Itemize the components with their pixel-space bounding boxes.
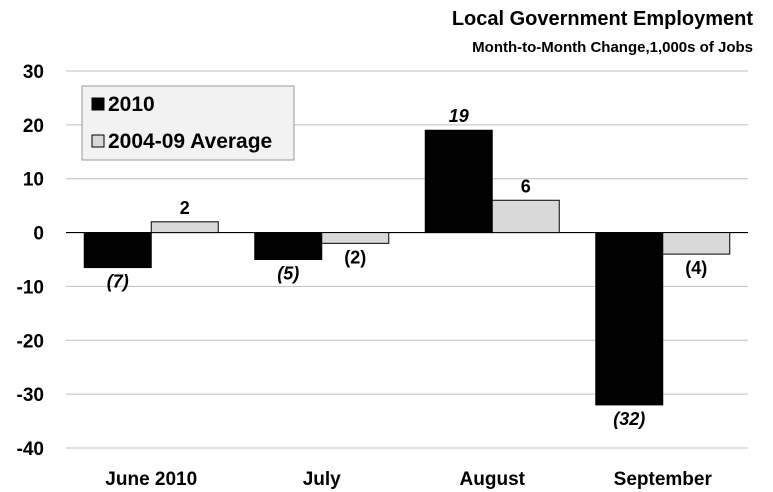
y-axis-ticks: 30 20 10 0 -10 -20 -30 -40 <box>17 62 44 460</box>
x-axis-categories: June 2010 July August September <box>105 469 712 490</box>
legend-swatch <box>91 97 105 111</box>
bar-2010-3 <box>595 232 664 406</box>
data-label: 6 <box>521 176 531 196</box>
y-tick-label: 20 <box>23 116 44 137</box>
data-label: (2) <box>344 247 366 267</box>
data-label: (32) <box>613 409 645 429</box>
bar-average-0 <box>150 221 219 234</box>
y-tick-label: 10 <box>23 170 44 191</box>
bar-2010-2 <box>424 129 493 234</box>
x-category-label: September <box>614 469 713 490</box>
chart-subtitle: Month-to-Month Change,1,000s of Jobs <box>472 39 753 56</box>
data-label: 19 <box>449 106 469 126</box>
data-label: (4) <box>685 258 707 278</box>
y-tick-label: -20 <box>17 331 44 352</box>
y-tick-label: 30 <box>23 62 44 83</box>
bar-average-2 <box>491 199 560 234</box>
bars <box>83 129 731 406</box>
data-label: (7) <box>107 272 129 292</box>
data-label: 2 <box>180 198 190 218</box>
legend-swatch <box>91 134 105 148</box>
y-tick-label: -30 <box>17 385 44 406</box>
x-category-label: July <box>303 469 341 490</box>
legend-label: 2004-09 Average <box>108 130 272 153</box>
bar-average-3 <box>662 232 731 255</box>
legend: 2010 2004-09 Average <box>81 85 295 161</box>
y-tick-label: -10 <box>17 277 44 298</box>
y-tick-label: 0 <box>33 224 44 245</box>
x-category-label: August <box>460 469 526 490</box>
legend-box <box>81 85 295 161</box>
bar-2010-1 <box>254 232 323 260</box>
legend-label: 2010 <box>108 93 155 116</box>
data-label: (5) <box>277 264 299 284</box>
y-tick-label: -40 <box>17 439 44 460</box>
bar-average-1 <box>321 232 390 244</box>
bar-2010-0 <box>83 232 152 269</box>
x-category-label: June 2010 <box>105 469 197 490</box>
data-labels: (7) 2 (5) (2) 19 6 (32) (4) <box>107 106 708 429</box>
chart-title: Local Government Employment <box>452 8 754 30</box>
